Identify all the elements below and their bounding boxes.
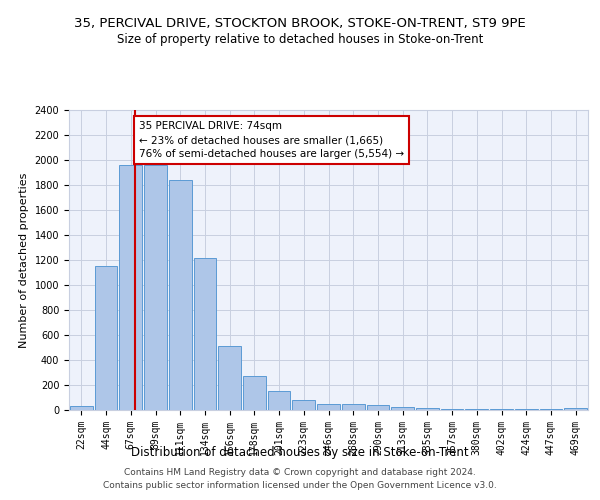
Bar <box>243 376 266 410</box>
Text: Distribution of detached houses by size in Stoke-on-Trent: Distribution of detached houses by size … <box>131 446 469 459</box>
Bar <box>441 408 463 410</box>
Bar <box>367 405 389 410</box>
Text: Size of property relative to detached houses in Stoke-on-Trent: Size of property relative to detached ho… <box>117 32 483 46</box>
Text: 35 PERCIVAL DRIVE: 74sqm
← 23% of detached houses are smaller (1,665)
76% of sem: 35 PERCIVAL DRIVE: 74sqm ← 23% of detach… <box>139 121 404 159</box>
Y-axis label: Number of detached properties: Number of detached properties <box>19 172 29 348</box>
Bar <box>515 408 538 410</box>
Bar <box>490 408 513 410</box>
Text: Contains HM Land Registry data © Crown copyright and database right 2024.
Contai: Contains HM Land Registry data © Crown c… <box>103 468 497 490</box>
Bar <box>317 404 340 410</box>
Bar <box>416 408 439 410</box>
Bar <box>466 408 488 410</box>
Bar <box>292 400 315 410</box>
Bar <box>342 404 365 410</box>
Text: 35, PERCIVAL DRIVE, STOCKTON BROOK, STOKE-ON-TRENT, ST9 9PE: 35, PERCIVAL DRIVE, STOCKTON BROOK, STOK… <box>74 18 526 30</box>
Bar <box>564 408 587 410</box>
Bar <box>391 407 414 410</box>
Bar <box>194 258 216 410</box>
Bar <box>144 165 167 410</box>
Bar <box>119 165 142 410</box>
Bar <box>95 266 118 410</box>
Bar <box>70 406 93 410</box>
Bar <box>169 180 191 410</box>
Bar <box>268 390 290 410</box>
Bar <box>539 408 562 410</box>
Bar <box>218 346 241 410</box>
